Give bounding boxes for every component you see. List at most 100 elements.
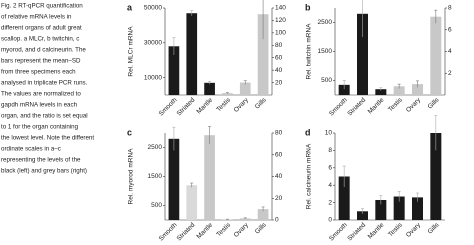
y-tick-label: 50000 [144, 5, 162, 12]
caption-line: from three specimens each [1, 69, 76, 76]
bar [186, 185, 198, 220]
caption-line: different organs of adult great [1, 25, 82, 32]
panel-letter: b [305, 2, 311, 12]
y-tick-label: 6 [328, 165, 332, 172]
panel-letter: c [127, 127, 132, 137]
bar [186, 13, 198, 95]
x-tick-label: Smooth [158, 96, 179, 117]
x-tick-label: Mantle [367, 96, 386, 115]
caption-line: black (left) and grey bars (right) [1, 168, 87, 175]
caption-line: organ, and the ratio is set equal [1, 113, 88, 120]
x-tick-label: Striated [346, 96, 367, 117]
caption-line: bars represent the mean–SD [1, 58, 81, 65]
x-tick-label: Gills [254, 221, 268, 235]
bar [375, 89, 387, 95]
bar [375, 199, 387, 220]
y2-tick-label: 6 [448, 26, 452, 33]
bar [239, 82, 251, 95]
y2-tick-label: 0 [275, 217, 279, 224]
x-tick-label: Mantle [195, 221, 214, 240]
y2-tick-label: 60 [275, 151, 283, 158]
y2-tick-label: 80 [275, 130, 283, 137]
y2-tick-label: 100 [275, 30, 286, 37]
bar [412, 84, 423, 95]
x-tick-label: Ovary [405, 221, 423, 239]
y-tick-label: 2500 [148, 144, 163, 151]
y-tick-label: 2 [328, 199, 332, 206]
caption-line: scallop. a MLCr, b twitchin, c [1, 36, 79, 43]
caption-line: representing the levels of the [1, 157, 81, 164]
y2-tick-label: 20 [275, 79, 283, 86]
bar [412, 197, 423, 220]
y-axis-label: Rel. myorod mRNA [128, 148, 135, 205]
bar [204, 135, 215, 220]
bar [338, 176, 350, 220]
y-tick-label: 10000 [144, 74, 162, 81]
y-tick-label: 2500 [318, 19, 333, 26]
bar [204, 82, 215, 95]
y2-tick-label: 120 [275, 17, 286, 24]
x-tick-label: Smooth [328, 221, 349, 242]
y-axis-label: Rel. calcineurin mRNA [306, 143, 313, 209]
y-tick-label: 30000 [144, 40, 162, 47]
y2-tick-label: 140 [275, 5, 286, 12]
y-tick-label: 8 [328, 147, 332, 154]
caption-line: Fig. 2 RT-qPCR quantification [1, 3, 83, 10]
bar [257, 209, 269, 220]
bar [168, 138, 180, 220]
x-tick-label: Gills [427, 221, 441, 235]
x-tick-label: Gills [427, 96, 441, 110]
y-tick-label: 500 [151, 202, 162, 209]
x-tick-label: Gills [254, 96, 268, 110]
x-tick-label: Ovary [233, 96, 251, 114]
y-axis-label: Rel. twitchin mRNA [306, 23, 313, 80]
x-tick-label: Striated [176, 96, 197, 117]
x-tick-label: Testis [215, 221, 232, 238]
bar [222, 93, 233, 95]
caption-line: to 1 for the organ containing [1, 124, 79, 131]
y-tick-label: 1500 [318, 48, 333, 55]
x-tick-label: Mantle [367, 221, 386, 240]
bar [168, 46, 180, 95]
y2-tick-label: 2 [448, 70, 452, 77]
bar [239, 218, 251, 220]
caption-line: The values are normalized to [1, 91, 81, 98]
x-tick-label: Striated [176, 221, 197, 242]
bar [393, 196, 405, 220]
bar [357, 211, 368, 220]
y2-tick-label: 60 [275, 54, 283, 61]
x-tick-label: Mantle [195, 96, 214, 115]
bar [257, 14, 269, 95]
x-tick-label: Ovary [405, 96, 423, 114]
caption-line: of relative mRNA levels in [1, 14, 72, 21]
panel-letter: a [127, 2, 133, 12]
y-axis-label: Rel. MLCr mRNA [128, 26, 135, 77]
y2-tick-label: 40 [275, 67, 283, 74]
caption-line: analysed in triplicate PCR runs. [1, 80, 88, 87]
y2-tick-label: 8 [448, 5, 452, 12]
x-tick-label: Ovary [233, 221, 251, 239]
y2-tick-label: 4 [448, 48, 452, 55]
caption-line: gapdh mRNA levels in each [1, 102, 78, 109]
caption-line: myorod, and d calcineurin. The [1, 47, 86, 54]
bar [430, 133, 442, 220]
x-tick-label: Striated [346, 221, 367, 242]
x-tick-label: Smooth [158, 221, 179, 242]
x-tick-label: Testis [215, 96, 232, 113]
x-tick-label: Testis [387, 221, 404, 238]
caption-line: the lowest level. Note the different [1, 135, 94, 142]
caption-line: ordinate scales in a–c [1, 146, 61, 153]
y2-tick-label: 80 [275, 42, 283, 49]
x-tick-label: Smooth [328, 96, 349, 117]
y-tick-label: 4 [328, 182, 332, 189]
x-tick-label: Testis [387, 96, 404, 113]
bar [430, 16, 442, 96]
bar [357, 13, 368, 95]
y-tick-label: 500 [321, 77, 332, 84]
bar [338, 84, 350, 95]
bar [393, 86, 405, 95]
y-tick-label: 0 [328, 217, 332, 224]
y2-tick-label: 20 [275, 195, 283, 202]
